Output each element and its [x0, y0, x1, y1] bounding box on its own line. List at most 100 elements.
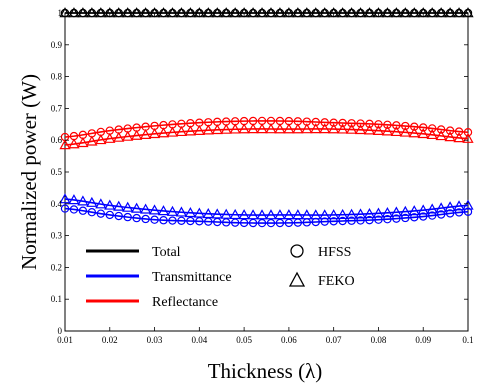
data-point [419, 212, 428, 221]
data-point [132, 213, 141, 223]
data-point [363, 207, 376, 219]
data-point [238, 209, 250, 220]
data-point [426, 203, 438, 214]
data-point [122, 7, 134, 18]
data-point [239, 218, 249, 228]
data-point [337, 208, 349, 220]
data-point [220, 7, 232, 18]
data-point [59, 193, 71, 204]
legend-entry-transmittance: Transmittance [86, 270, 232, 285]
y-tick-label: 0 [58, 326, 63, 336]
data-point [86, 196, 98, 207]
data-point [320, 217, 329, 226]
data-point [220, 123, 232, 134]
data-point [435, 202, 447, 213]
legend-entry-hfss: HFSS [290, 244, 351, 260]
data-point [374, 215, 383, 224]
data-point [347, 119, 356, 128]
data-point [139, 7, 152, 18]
data-point [426, 7, 438, 18]
data-layer [59, 7, 474, 228]
data-point [445, 126, 455, 135]
data-point [372, 207, 385, 218]
legend-label: Total [152, 245, 181, 260]
data-point [329, 118, 338, 127]
data-point [229, 208, 241, 220]
data-point [159, 216, 168, 225]
data-point [329, 217, 338, 226]
data-point [328, 123, 340, 134]
data-point [345, 123, 358, 134]
data-point [247, 123, 259, 134]
data-point [417, 128, 429, 139]
data-point [284, 218, 294, 228]
data-point [274, 209, 286, 220]
data-point [410, 213, 419, 222]
data-point [445, 209, 455, 218]
data-point [338, 216, 347, 226]
data-point [77, 136, 89, 148]
data-point [69, 205, 79, 214]
x-tick-label: 0.03 [147, 335, 163, 345]
data-point [454, 127, 464, 136]
data-point [453, 132, 465, 143]
data-point [193, 124, 205, 135]
data-point [247, 209, 259, 220]
data-point [238, 123, 250, 134]
data-point [256, 7, 268, 18]
data-point [345, 7, 358, 18]
data-point [265, 209, 277, 220]
data-point [148, 204, 161, 215]
series-total-feko [59, 7, 474, 18]
x-tick-label: 0.01 [57, 335, 73, 345]
data-point [463, 128, 473, 137]
data-point [319, 123, 331, 134]
data-point [166, 205, 179, 216]
data-point [105, 210, 114, 220]
data-point [211, 7, 223, 18]
data-point [122, 201, 134, 212]
y-tick-label: 0.5 [51, 167, 63, 177]
data-point [319, 209, 331, 220]
data-point [148, 128, 161, 139]
data-point [381, 125, 394, 136]
data-point [354, 208, 367, 219]
legend-label: Reflectance [152, 295, 218, 310]
data-point [113, 131, 125, 142]
data-point [95, 7, 107, 18]
x-axis-title: Thickness (λ) [208, 359, 323, 383]
data-point [390, 7, 402, 18]
data-point [444, 201, 456, 212]
x-tick-label: 0.04 [191, 335, 207, 345]
data-point [444, 7, 456, 18]
data-point [139, 203, 152, 214]
data-point [392, 121, 401, 130]
data-point [337, 123, 349, 134]
data-point [310, 123, 322, 134]
data-point [454, 208, 464, 217]
data-point [141, 214, 150, 224]
data-point [229, 7, 241, 18]
data-point [417, 204, 429, 215]
data-point [195, 217, 204, 226]
x-tick-label: 0.02 [102, 335, 118, 345]
x-tick-label: 0.05 [236, 335, 252, 345]
plot-frame [64, 12, 469, 332]
data-point [265, 123, 277, 134]
x-tick-label: 0.07 [326, 335, 342, 345]
data-point [247, 7, 259, 18]
data-point [462, 199, 474, 210]
x-tick-label: 0.1 [462, 335, 473, 345]
data-point [78, 206, 88, 215]
series-line [64, 120, 469, 138]
legend-entry-feko: FEKO [288, 271, 355, 289]
y-tick-label: 0.9 [51, 40, 63, 50]
data-point [381, 7, 394, 18]
data-point [131, 7, 143, 18]
data-point [399, 7, 411, 18]
data-point [301, 209, 313, 220]
data-point [256, 209, 268, 220]
data-point [257, 218, 267, 228]
data-point [157, 205, 170, 216]
data-point [96, 209, 106, 218]
